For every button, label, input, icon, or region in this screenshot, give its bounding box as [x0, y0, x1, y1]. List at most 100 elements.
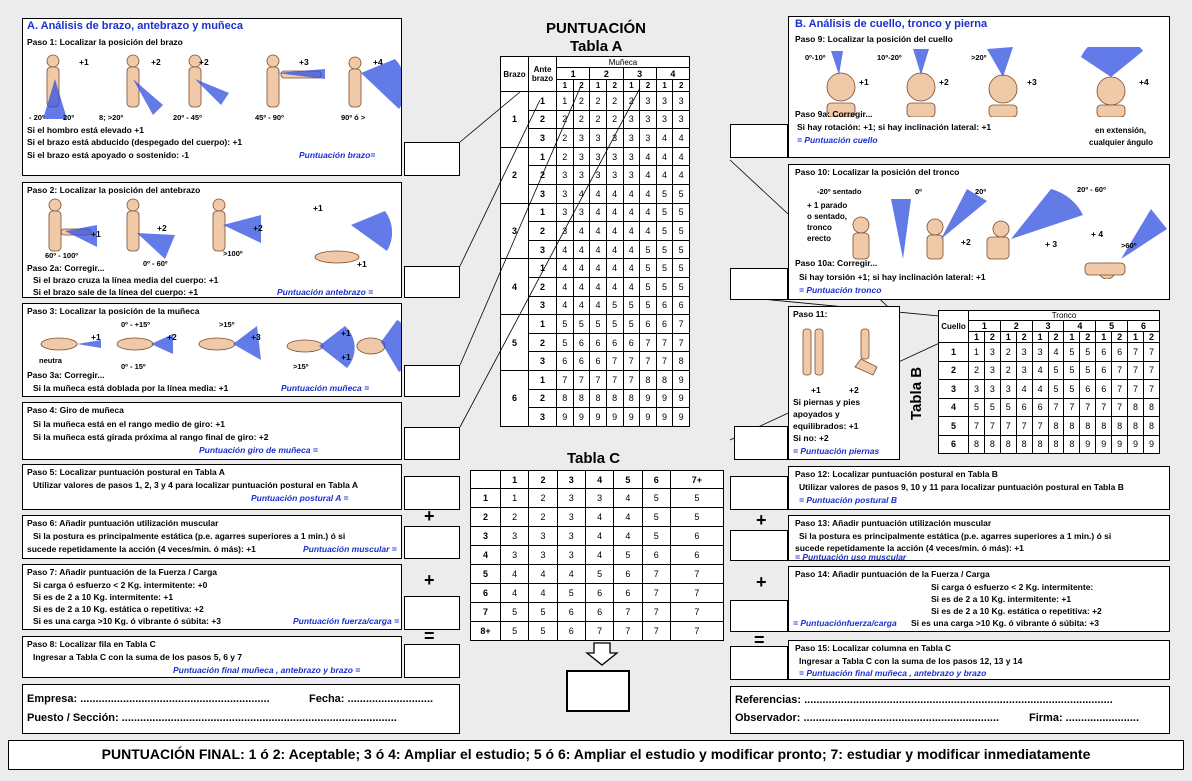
puntuacion-final-a-input[interactable]: [404, 644, 460, 678]
paso3-angle-4: >15º: [219, 320, 235, 329]
paso6-panel: Paso 6: Añadir puntuación utilización mu…: [22, 515, 402, 559]
tabla-a-cell: 7: [556, 369, 574, 390]
tabla-a-muneca-col: 4: [655, 67, 691, 80]
tabla-a-cell: 5: [655, 276, 674, 297]
tabla-c-cell: 5: [556, 583, 586, 603]
tabla-b-cell: 5: [983, 397, 1001, 417]
puntuacion-final-b-input[interactable]: [730, 646, 788, 680]
puesto-field[interactable]: Puesto / Sección: ......................…: [27, 712, 397, 724]
puntuacion-final-output[interactable]: [566, 670, 630, 712]
tabla-b-cell: 7: [1127, 379, 1144, 399]
tabla-a-cell: 3: [672, 91, 690, 111]
puntuacion-fuerza-a-input[interactable]: [404, 596, 460, 630]
paso1-angle-6: 90º ó >: [341, 113, 366, 122]
paso1-line-3: Si el brazo está apoyado o sostenido: -1: [27, 150, 190, 160]
tabla-a-cell: 4: [605, 258, 624, 278]
paso1-score-4: +3: [299, 57, 309, 67]
paso3-angle-3: 0º - 15º: [121, 362, 146, 371]
paso3-score-4: +1: [341, 328, 351, 338]
tabla-a-antebrazo-row: 2: [528, 388, 557, 409]
tabla-b-tronco-col: 1: [968, 320, 1001, 332]
tabla-c-cell: 5: [528, 602, 558, 622]
tabla-c-title: Tabla C: [567, 450, 621, 467]
paso10-note-3: tronco: [807, 223, 832, 232]
tabla-a-cell: 5: [556, 332, 574, 353]
tabla-a-antebrazo-row: 1: [528, 202, 557, 223]
tabla-a-antebrazo-row: 2: [528, 221, 557, 241]
puntuacion-giro-muneca-input[interactable]: [404, 427, 460, 460]
tabla-b-cell: 9: [1095, 434, 1113, 454]
puntuacion-muscular-a-input[interactable]: [404, 526, 460, 559]
paso3-angle-2: 0º - +15º: [121, 320, 151, 329]
tabla-a-cell: 6: [589, 351, 607, 371]
tabla-b-cell: 7: [1111, 379, 1129, 399]
paso9-sub: Paso 9a: Corregir...: [795, 109, 873, 119]
tabla-c-cell: 7: [669, 583, 725, 603]
tabla-b-cuello-row: 4: [938, 397, 969, 417]
puntuacion-tronco-input[interactable]: [730, 268, 788, 300]
tabla-c-col-header: 6: [641, 470, 671, 489]
puntuacion-cuello-input[interactable]: [730, 124, 788, 158]
tabla-a-cell: 3: [556, 183, 574, 204]
tabla-b-pierna-col: 2: [1047, 331, 1065, 343]
tabla-b-cell: 3: [1015, 360, 1033, 380]
tabla-c-cell: 5: [641, 507, 671, 527]
tabla-a-cell: 4: [589, 295, 607, 316]
paso9-result-label: = Puntuación cuello: [797, 135, 878, 145]
puntuacion-antebrazo-input[interactable]: [404, 266, 460, 298]
tabla-c-cell: 3: [499, 545, 530, 565]
tabla-c-row-header: 4: [470, 545, 501, 565]
tabla-a-giro-col: 2: [639, 79, 657, 92]
paso5-title: Paso 5: Localizar puntuación postural en…: [27, 467, 225, 477]
paso10-angle-4: 20º - 60º: [1077, 185, 1106, 194]
puntuacion-fuerza-b-input[interactable]: [730, 600, 788, 632]
puntuacion-piernas-input[interactable]: [734, 426, 788, 460]
tabla-a-cell: 7: [605, 369, 624, 390]
tabla-b-cell: 6: [1111, 342, 1129, 362]
tabla-b-cell: 3: [983, 360, 1001, 380]
paso2-score-1: +1: [91, 229, 101, 239]
tabla-c-cell: 7: [613, 621, 643, 641]
paso7-result-label: Puntuación fuerza/carga =: [293, 616, 400, 626]
tabla-a-cell: 5: [605, 295, 624, 316]
puntuacion-title: PUNTUACIÓN: [546, 20, 646, 37]
paso14-panel: Paso 14: Añadir puntuación de la Fuerza …: [788, 566, 1170, 632]
paso2-score-5: +1: [357, 259, 367, 269]
puntuacion-postural-a-input[interactable]: [404, 476, 460, 510]
paso8-result-label: Puntuación final muñeca , antebrazo y br…: [173, 665, 361, 675]
empresa-field[interactable]: Empresa: ...............................…: [27, 693, 270, 705]
paso5-line-1: Utilizar valores de pasos 1, 2, 3 y 4 pa…: [33, 480, 358, 490]
tabla-a-cell: 4: [639, 165, 657, 185]
tabla-c-cell: 6: [669, 526, 725, 546]
tabla-b-cell: 8: [1063, 416, 1081, 436]
tabla-c-row-header: 7: [470, 602, 501, 622]
tabla-a-giro-col: 1: [655, 79, 674, 92]
puntuacion-postural-b-input[interactable]: [730, 476, 788, 510]
tabla-a-cell: 5: [672, 276, 690, 297]
puntuacion-brazo-input[interactable]: [404, 142, 460, 176]
tabla-b-header-cuello: Cuello: [938, 310, 969, 343]
tabla-a-cell: 6: [639, 314, 657, 334]
tabla-b-cell: 7: [1127, 360, 1144, 380]
tabla-b-cell: 5: [1063, 342, 1081, 362]
tabla-a-cell: 2: [572, 91, 591, 111]
puntuacion-muscular-b-input[interactable]: [730, 530, 788, 561]
tabla-b-tronco-col: 4: [1063, 320, 1097, 332]
tabla-a-antebrazo-row: 1: [528, 91, 557, 111]
puntuacion-muneca-input[interactable]: [404, 365, 460, 397]
tabla-b-pierna-col: 2: [1079, 331, 1097, 343]
referencias-field[interactable]: Referencias: ...........................…: [735, 694, 1113, 706]
tabla-a-giro-col: 2: [605, 79, 624, 92]
tabla-a-cell: 4: [556, 239, 574, 260]
tabla-b-cell: 7: [1142, 360, 1161, 380]
tabla-c-row-header: 1: [470, 488, 501, 508]
observador-field[interactable]: Observador: ............................…: [735, 712, 1000, 724]
tabla-a-cell: 4: [639, 202, 657, 223]
firma-field[interactable]: Firma: ........................: [1029, 712, 1140, 724]
tabla-c-cell: 7: [613, 602, 643, 622]
fecha-field[interactable]: Fecha: ............................: [309, 693, 434, 705]
tabla-a-cell: 4: [639, 221, 657, 241]
tabla-b-cuello-row: 3: [938, 379, 969, 399]
tabla-b-cell: 8: [1111, 416, 1129, 436]
paso14-line-2: Si es de 2 a 10 Kg. intermitente: +1: [931, 594, 1072, 604]
